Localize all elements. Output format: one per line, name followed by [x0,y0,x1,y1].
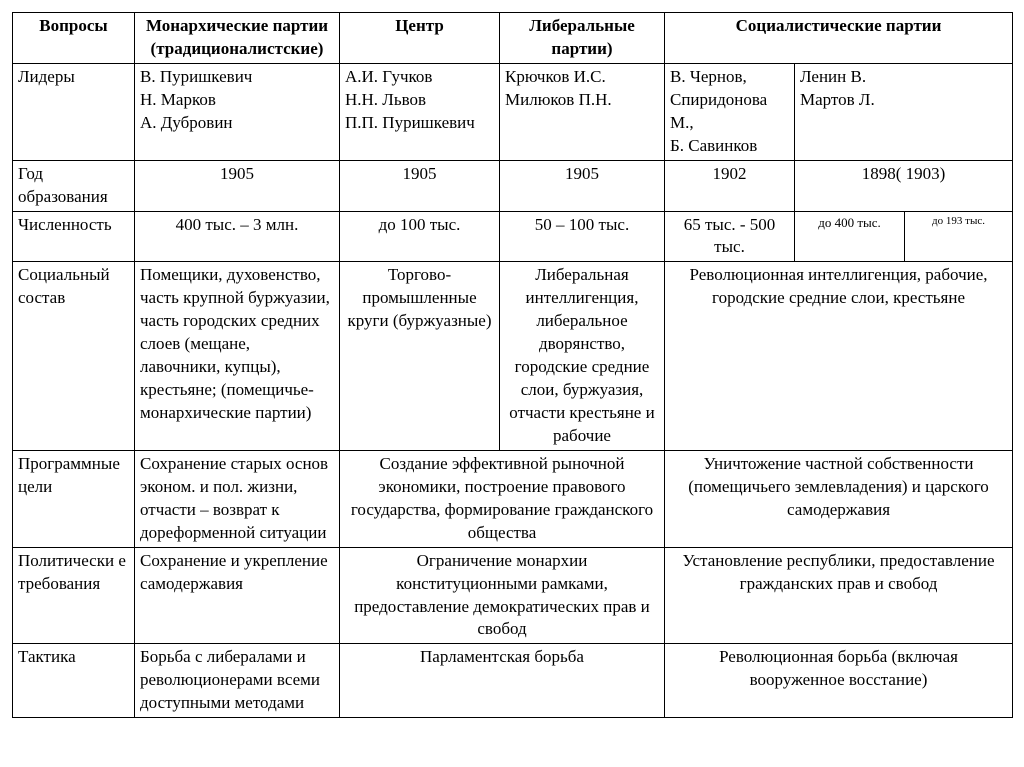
cell-monarchic: Борьба с либералами и революционерами вс… [135,644,340,718]
cell-monarchic: Сохранение старых основ эконом. и пол. ж… [135,450,340,547]
cell-socialist-c: до 193 тыс. [905,211,1013,262]
cell-monarchic: 400 тыс. – 3 млн. [135,211,340,262]
cell-monarchic: В. ПуришкевичН. МарковА. Дубровин [135,63,340,160]
col-monarchic: Монархические партии (традиционалистские… [135,13,340,64]
cell-liberal: 1905 [500,160,665,211]
col-center: Центр [340,13,500,64]
cell-label: Год образования [13,160,135,211]
cell-label: Численность [13,211,135,262]
cell-center: до 100 тыс. [340,211,500,262]
cell-liberal: Либеральная интеллигенция, либеральное д… [500,262,665,451]
cell-center-liberal: Ограничение монархии конституционными ра… [340,547,665,644]
cell-label: Политически е требования [13,547,135,644]
row-size: Численность 400 тыс. – 3 млн. до 100 тыс… [13,211,1013,262]
cell-center-liberal: Создание эффективной рыночной экономики,… [340,450,665,547]
cell-label: Лидеры [13,63,135,160]
cell-center: Торгово-промышленные круги (буржуазные) [340,262,500,451]
header-row: Вопросы Монархические партии (традициона… [13,13,1013,64]
cell-socialist: Революционная борьба (включая вооруженно… [665,644,1013,718]
cell-socialist-a: 65 тыс. - 500 тыс. [665,211,795,262]
row-leaders: Лидеры В. ПуришкевичН. МарковА. Дубровин… [13,63,1013,160]
row-social: Социальный состав Помещики, духовенство,… [13,262,1013,451]
row-year: Год образования 1905 1905 1905 1902 1898… [13,160,1013,211]
col-socialist: Социалистические партии [665,13,1013,64]
cell-socialist-a: В. Чернов, Спиридонова М.,Б. Савинков [665,63,795,160]
cell-monarchic: 1905 [135,160,340,211]
cell-monarchic: Помещики, духовенство, часть крупной бур… [135,262,340,451]
cell-socialist-b: до 400 тыс. [795,211,905,262]
cell-label: Тактика [13,644,135,718]
cell-center-liberal: Парламентская борьба [340,644,665,718]
cell-liberal: Крючков И.С.Милюков П.Н. [500,63,665,160]
cell-socialist: Революционная интеллигенция, рабочие, го… [665,262,1013,451]
cell-label: Социальный состав [13,262,135,451]
col-liberal: Либеральные партии) [500,13,665,64]
cell-socialist: Установление республики, предоставление … [665,547,1013,644]
cell-center: А.И. ГучковН.Н. ЛьвовП.П. Пуришкевич [340,63,500,160]
cell-socialist-b: Ленин В.Мартов Л. [795,63,1013,160]
row-tactics: Тактика Борьба с либералами и революцион… [13,644,1013,718]
row-politics: Политически е требования Сохранение и ук… [13,547,1013,644]
parties-table: Вопросы Монархические партии (традициона… [12,12,1013,718]
cell-socialist: Уничтожение частной собственности (помещ… [665,450,1013,547]
row-program: Программные цели Сохранение старых основ… [13,450,1013,547]
cell-center: 1905 [340,160,500,211]
col-questions: Вопросы [13,13,135,64]
cell-socialist-a: 1902 [665,160,795,211]
cell-monarchic: Сохранение и укрепление самодержавия [135,547,340,644]
cell-liberal: 50 – 100 тыс. [500,211,665,262]
cell-label: Программные цели [13,450,135,547]
cell-socialist-b: 1898( 1903) [795,160,1013,211]
